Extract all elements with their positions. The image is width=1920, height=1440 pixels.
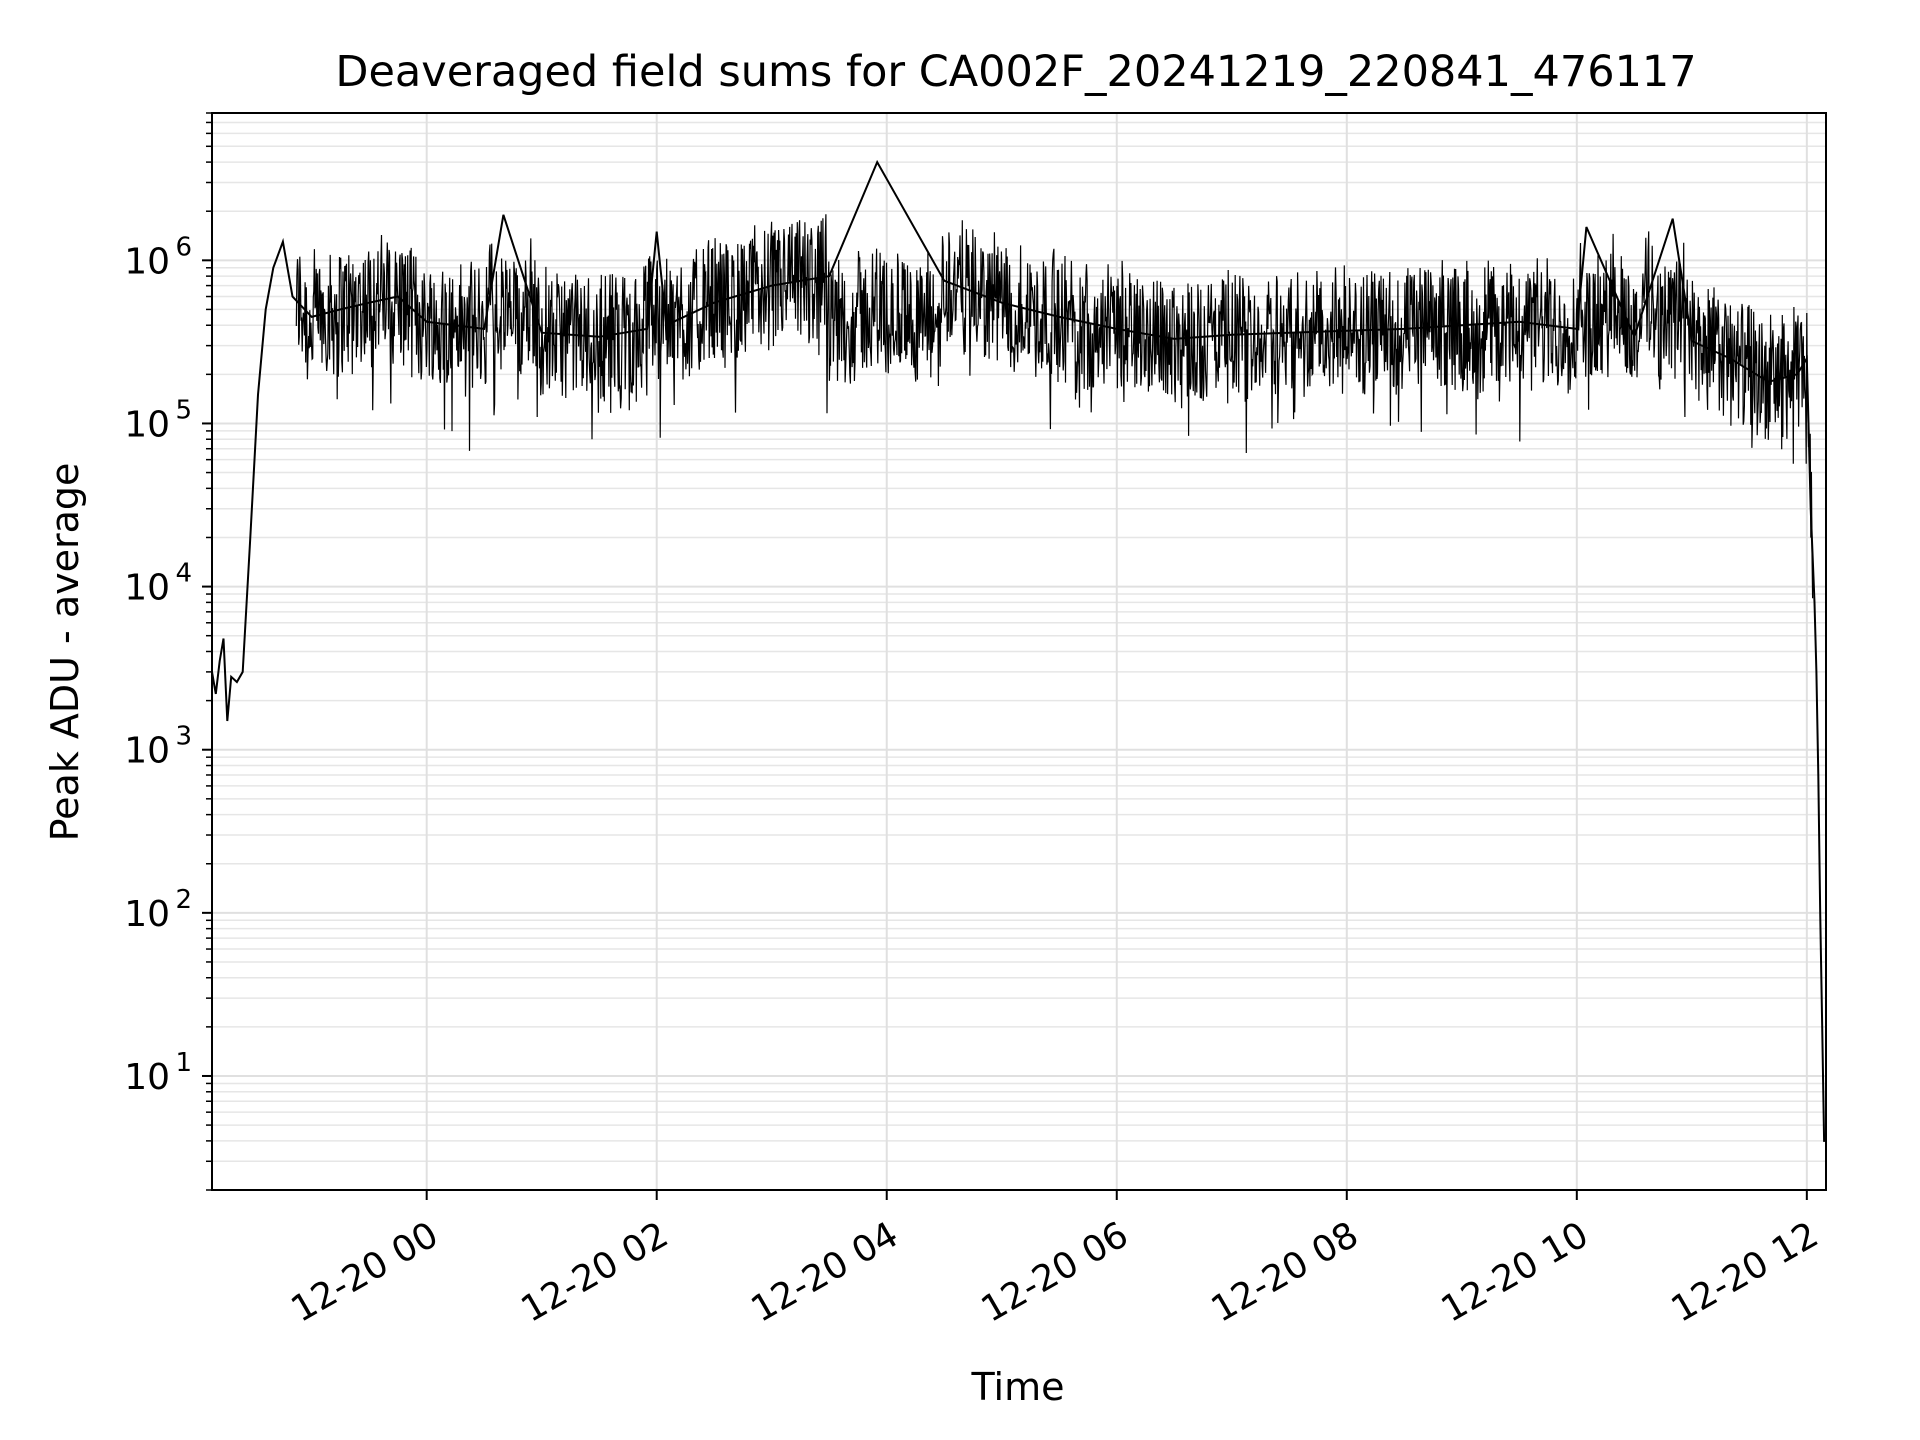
x-tick-label: 12-20 04 [745,1214,906,1330]
y-tick-exponent: 5 [175,395,192,425]
y-tick-label: 10 [124,731,170,772]
y-tick-label: 10 [124,241,170,282]
y-tick-exponent: 6 [175,232,192,262]
x-tick-label: 12-20 10 [1435,1214,1596,1330]
x-axis-label: Time [971,1365,1065,1409]
grid [212,112,1826,1191]
y-tick-exponent: 2 [175,885,192,915]
x-tick-label: 12-20 06 [975,1214,1136,1330]
x-tick-label: 12-20 02 [515,1214,676,1330]
y-tick-label: 10 [124,1057,170,1098]
y-tick-exponent: 3 [175,722,192,752]
data-line-noise [295,214,1814,599]
y-tick-label: 10 [124,894,170,935]
data-line [211,159,1826,1142]
x-tick-label: 12-20 00 [285,1214,446,1330]
data-line-group [211,159,1826,1142]
chart-title: Deaveraged field sums for CA002F_2024121… [335,47,1696,97]
x-tick-label: 12-20 08 [1205,1214,1366,1330]
y-tick-label: 10 [124,404,170,445]
x-axis: 12-20 00 12-20 02 12-20 04 12-20 06 12-20 08… [285,1190,1826,1331]
y-tick-exponent: 4 [175,559,192,589]
y-axis-label: Peak ADU - average [43,463,87,842]
x-tick-label: 12-20 12 [1665,1214,1826,1330]
y-tick-label: 10 [124,568,170,609]
y-tick-exponent: 1 [175,1048,192,1078]
